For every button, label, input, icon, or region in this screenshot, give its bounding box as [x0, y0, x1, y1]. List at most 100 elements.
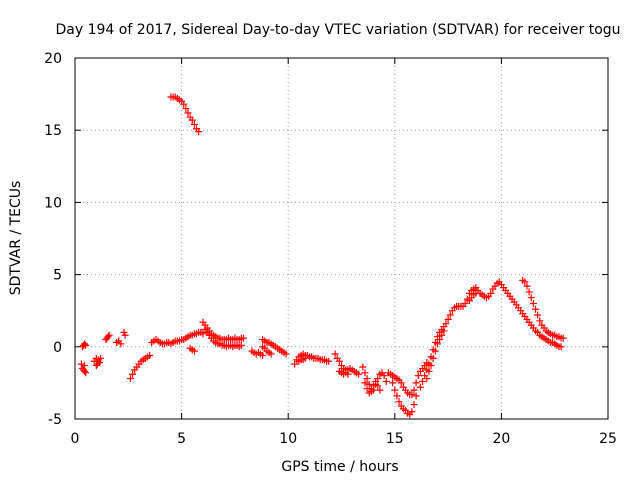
data-point [408, 390, 416, 398]
data-point [374, 382, 382, 390]
x-tick-label: 20 [492, 431, 510, 447]
data-point [440, 327, 448, 335]
x-tick-label: 10 [279, 431, 297, 447]
data-point [534, 311, 542, 319]
data-point [487, 289, 495, 297]
y-axis-label: SDTVAR / TECUs [8, 181, 24, 296]
data-point [372, 377, 380, 385]
y-tick-label: 10 [44, 195, 62, 211]
data-point [416, 383, 424, 391]
data-point [559, 334, 567, 342]
data-point [419, 377, 427, 385]
data-point [429, 354, 437, 362]
y-tick-label: 5 [53, 268, 62, 284]
data-point [344, 370, 352, 378]
data-point [282, 350, 290, 358]
data-point [391, 386, 399, 394]
data-point [380, 372, 388, 380]
data-point [259, 351, 267, 359]
data-point [82, 341, 90, 349]
data-point [529, 299, 537, 307]
data-point [382, 377, 390, 385]
data-point [182, 105, 190, 113]
data-point [536, 317, 544, 325]
data-point [389, 379, 397, 387]
data-point [291, 360, 299, 368]
data-point [442, 320, 450, 328]
chart-title: Day 194 of 2017, Sidereal Day-to-day VTE… [55, 22, 620, 38]
data-point [393, 392, 401, 400]
data-point [105, 331, 113, 339]
data-point [363, 385, 371, 393]
y-tick-label: 20 [44, 51, 62, 67]
data-point [461, 299, 469, 307]
data-point [190, 347, 198, 355]
data-point [521, 278, 529, 286]
data-point [410, 401, 418, 409]
data-point [523, 282, 531, 290]
data-point [104, 333, 112, 341]
data-point [376, 386, 384, 394]
y-tick-label: 15 [44, 123, 62, 139]
data-point [361, 379, 369, 387]
data-point [267, 350, 275, 358]
data-point [367, 388, 375, 396]
data-point [92, 362, 100, 370]
data-point [527, 294, 535, 302]
data-point [325, 357, 333, 365]
axis-ticks: 0 5 10 15 20 25 -5 0 5 10 15 20 [44, 51, 617, 447]
data-point [117, 340, 125, 348]
data-point [557, 343, 565, 351]
data-point [431, 347, 439, 355]
data-point [395, 398, 403, 406]
data-point [126, 375, 134, 383]
data-point [81, 340, 89, 348]
grid-lines [75, 58, 608, 419]
data-point [355, 370, 363, 378]
data-point [129, 370, 137, 378]
data-point [180, 100, 188, 108]
data-point [331, 350, 339, 358]
data-point [81, 367, 89, 375]
data-point [335, 357, 343, 365]
data-point [532, 305, 540, 313]
data-point [525, 288, 533, 296]
data-point [412, 392, 420, 400]
data-point [433, 340, 441, 348]
data-point [365, 380, 373, 388]
data-point [146, 351, 154, 359]
data-point [301, 354, 309, 362]
data-point [199, 330, 207, 338]
data-point [82, 369, 90, 377]
data-point [97, 354, 105, 362]
data-point [121, 331, 129, 339]
data-point [414, 372, 422, 380]
data-point [239, 334, 247, 342]
data-point [444, 315, 452, 323]
data-point [446, 311, 454, 319]
data-point [423, 375, 431, 383]
data-point [436, 336, 444, 344]
data-point [363, 375, 371, 383]
data-point [77, 360, 85, 368]
data-point [412, 379, 420, 387]
data-point [188, 116, 196, 124]
x-tick-label: 15 [386, 431, 404, 447]
x-axis-label: GPS time / hours [281, 459, 398, 475]
data-point [361, 369, 369, 377]
y-tick-label: 0 [53, 340, 62, 356]
data-point [472, 289, 480, 297]
data-point [410, 386, 418, 394]
data-point [397, 379, 405, 387]
y-tick-label: -5 [48, 412, 62, 428]
data-points [77, 93, 567, 419]
data-point [190, 120, 198, 128]
plot-frame [74, 57, 609, 420]
data-point [237, 341, 245, 349]
data-point [425, 367, 433, 375]
data-point [184, 109, 192, 117]
x-tick-label: 25 [599, 431, 617, 447]
data-point [427, 362, 435, 370]
